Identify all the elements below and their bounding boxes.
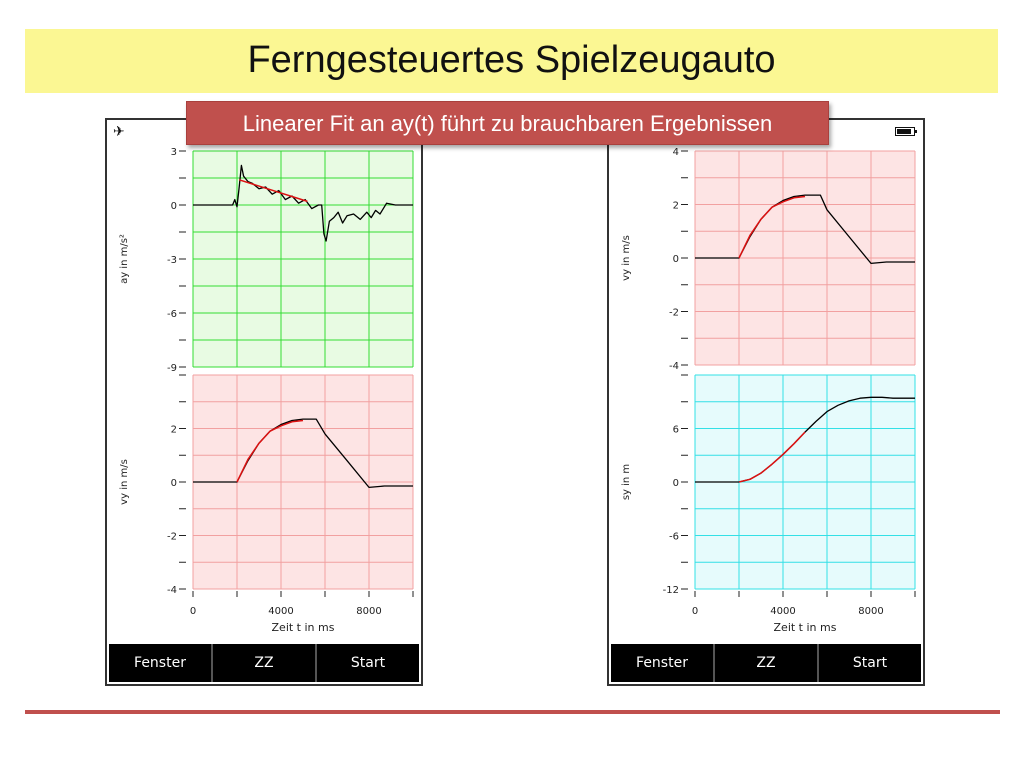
chart-0: 3 0 -3 -6 -9 ay in m/s²: [119, 147, 414, 374]
plot-area-left: 3 0 -3 -6 -9 ay in m/s² 2 0 -2 -4 vy in m/s 0 4000 80…: [119, 147, 414, 634]
x-tick-label: 4000: [770, 606, 795, 617]
zz-button[interactable]: ZZ: [715, 644, 819, 682]
phone-left: ✈ 3 0 -3 -6 -9 ay in m/s² 2 0 -2 -4 vy in m/s 0 4000…: [105, 118, 423, 686]
battery-icon: [895, 127, 917, 136]
airplane-icon: ✈: [113, 124, 125, 140]
y-tick-label: 4: [673, 147, 679, 158]
y-tick-label: -4: [167, 585, 177, 596]
y-tick-label: 0: [673, 478, 679, 489]
y-tick-label: -2: [669, 308, 679, 319]
y-tick-label: 2: [171, 425, 177, 436]
y-tick-label: -4: [669, 361, 679, 372]
chart-3: 6 0 -6 -12 sy in m 0 4000 8000 Zeit t in ms: [621, 374, 916, 634]
y-tick-label: 0: [171, 201, 177, 212]
data-curve: [193, 164, 413, 242]
button-row-left: Fenster ZZ Start: [109, 644, 419, 682]
phone-right: 4 2 0 -2 -4 vy in m/s 6 0 -6 -12 sy in m 0 4000 8000 Z…: [607, 118, 925, 686]
y-tick-label: 0: [673, 254, 679, 265]
x-tick-label: 8000: [356, 606, 381, 617]
fenster-button[interactable]: Fenster: [109, 644, 213, 682]
y-tick-label: -12: [663, 585, 679, 596]
button-row-right: Fenster ZZ Start: [611, 644, 921, 682]
x-tick-label: 8000: [858, 606, 883, 617]
y-tick-label: 6: [673, 425, 679, 436]
y-tick-label: 0: [171, 478, 177, 489]
y-tick-label: -2: [167, 532, 177, 543]
start-button[interactable]: Start: [819, 644, 921, 682]
y-tick-label: -3: [167, 255, 177, 266]
y-tick-label: -6: [669, 532, 679, 543]
chart-2: 4 2 0 -2 -4 vy in m/s: [621, 147, 916, 372]
fit-line: [236, 419, 304, 483]
fit-line: [238, 179, 308, 203]
y-tick-label: -6: [167, 309, 177, 320]
callout-text: Linearer Fit an ay(t) führt zu brauchbar…: [242, 111, 773, 136]
y-tick-label: 2: [673, 201, 679, 212]
page-title: Ferngesteuertes Spielzeugauto: [247, 39, 776, 81]
y-axis-label: vy in m/s: [621, 235, 632, 281]
y-tick-label: -9: [167, 363, 177, 374]
y-axis-label: sy in m: [621, 464, 632, 500]
y-axis-label: ay in m/s²: [119, 234, 130, 284]
start-button[interactable]: Start: [317, 644, 419, 682]
x-tick-label: 0: [692, 606, 698, 617]
plot-area-right: 4 2 0 -2 -4 vy in m/s 6 0 -6 -12 sy in m 0 4000 8000 Z…: [621, 147, 916, 634]
fit-line: [738, 195, 806, 259]
x-tick-label: 4000: [268, 606, 293, 617]
y-tick-label: 3: [171, 147, 177, 158]
title-bar: Ferngesteuertes Spielzeugauto: [25, 29, 998, 93]
callout-box: Linearer Fit an ay(t) führt zu brauchbar…: [186, 101, 829, 145]
x-tick-label: 0: [190, 606, 196, 617]
zz-button[interactable]: ZZ: [213, 644, 317, 682]
fit-line: [738, 431, 806, 483]
fenster-button[interactable]: Fenster: [611, 644, 715, 682]
chart-1: 2 0 -2 -4 vy in m/s 0 4000 8000 Zeit t in ms: [119, 374, 414, 634]
y-axis-label: vy in m/s: [119, 459, 130, 505]
footer-divider: [25, 710, 1000, 714]
x-axis-label: Zeit t in ms: [272, 621, 335, 634]
x-axis-label: Zeit t in ms: [774, 621, 837, 634]
